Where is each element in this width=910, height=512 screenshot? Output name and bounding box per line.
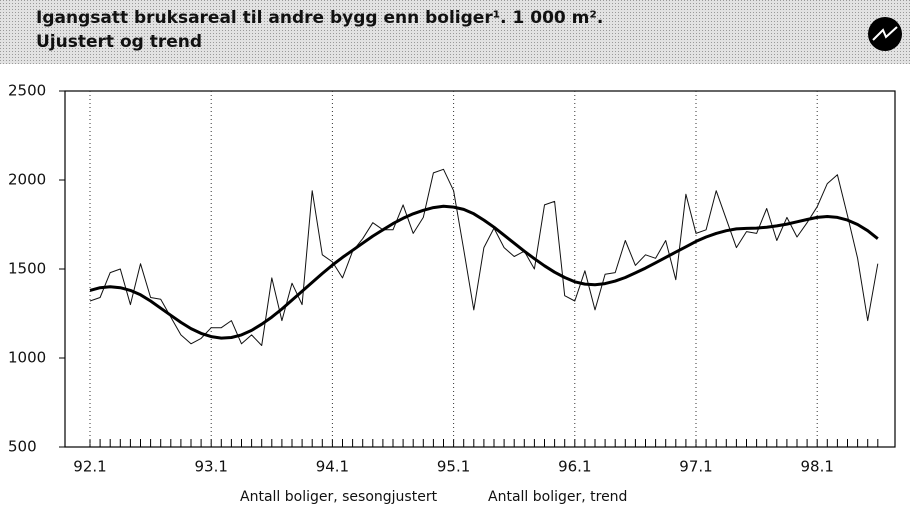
- chart-subtitle: Ujustert og trend: [36, 32, 202, 52]
- y-tick-label: 2500: [8, 82, 46, 100]
- x-tick-label: 98.1: [800, 458, 833, 476]
- header-band: [0, 0, 910, 64]
- y-tick-label: 1500: [8, 260, 46, 278]
- series-line: [89, 204, 879, 340]
- chart-title: Igangsatt bruksareal til andre bygg enn …: [36, 8, 603, 28]
- x-tick-label: 96.1: [558, 458, 591, 476]
- y-tick-label: 2000: [8, 171, 46, 189]
- legend-label: Antall boliger, sesongjustert: [240, 489, 438, 505]
- x-tick-label: 97.1: [679, 458, 712, 476]
- series-line: [89, 168, 879, 346]
- y-tick-label: 500: [8, 438, 37, 456]
- x-tick-label: 95.1: [437, 458, 470, 476]
- x-tick-label: 93.1: [194, 458, 227, 476]
- x-tick-label: 92.1: [73, 458, 106, 476]
- y-tick-label: 1000: [8, 349, 46, 367]
- legend-label: Antall boliger, trend: [488, 489, 627, 505]
- logo-icon: [868, 17, 902, 51]
- x-tick-label: 94.1: [316, 458, 349, 476]
